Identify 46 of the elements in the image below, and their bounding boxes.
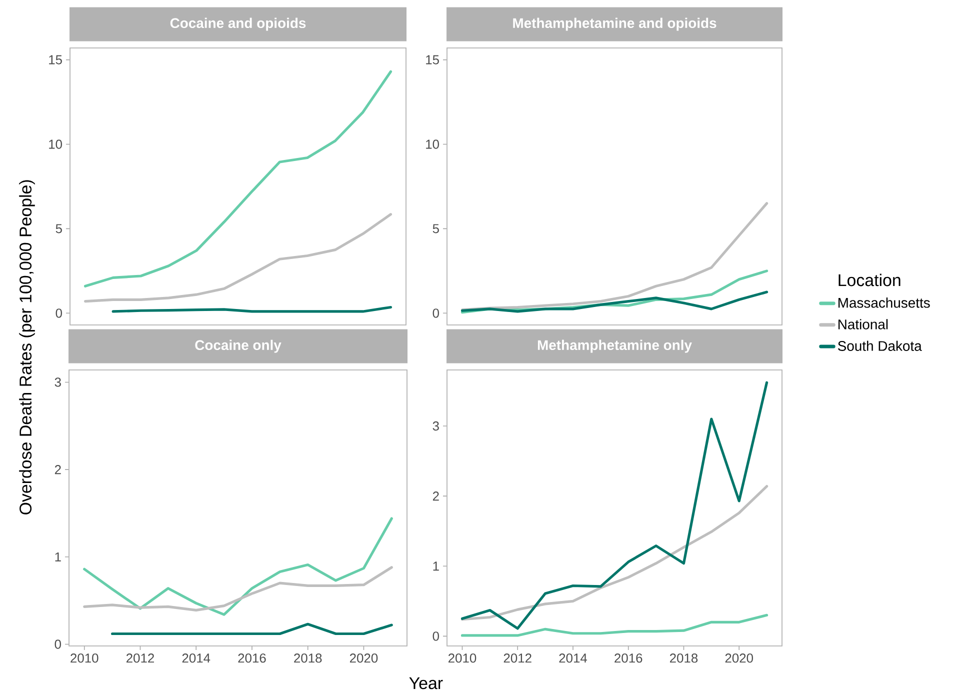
line-series xyxy=(83,517,393,616)
y-tick-label: 15 xyxy=(49,55,62,64)
chart-title: Cocaine only xyxy=(195,340,282,353)
line-series xyxy=(460,484,768,621)
y-tick-label: 15 xyxy=(426,55,439,64)
x-tick-label: 2014 xyxy=(559,654,588,663)
y-tick-label: 10 xyxy=(49,140,62,149)
y-tick-label: 5 xyxy=(56,224,62,234)
legend-label: South Dakota xyxy=(838,340,922,351)
x-tick-label: 2012 xyxy=(126,654,154,663)
y-tick-label: 2 xyxy=(54,465,61,474)
line-series xyxy=(460,381,768,630)
x-tick-label: 2018 xyxy=(294,654,322,663)
x-tick-label: 2016 xyxy=(614,654,642,663)
y-tick-label: 0 xyxy=(432,632,439,641)
x-tick-label: 2020 xyxy=(350,654,378,663)
y-tick-label: 1 xyxy=(433,562,439,571)
y-tick-label: 1 xyxy=(55,552,61,562)
line-series xyxy=(83,566,393,612)
x-tick-label: 2010 xyxy=(448,654,476,663)
line-series xyxy=(460,202,768,312)
legend-label: Massachusetts xyxy=(838,298,930,308)
line-series xyxy=(84,213,392,303)
y-tick-label: 2 xyxy=(432,492,439,501)
y-tick-label: 0 xyxy=(432,308,439,318)
x-tick-label: 2010 xyxy=(70,654,98,663)
y-tick-label: 0 xyxy=(54,640,61,649)
chart-title: Methamphetamine and opioids xyxy=(513,18,716,31)
x-tick-label: 2012 xyxy=(504,654,532,663)
y-tick-label: 5 xyxy=(432,224,439,234)
x-tick-label: 2018 xyxy=(670,654,698,663)
line-series xyxy=(460,290,768,313)
legend-label: National xyxy=(838,319,888,330)
x-tick-label: 2014 xyxy=(182,654,210,663)
y-tick-label: 10 xyxy=(426,140,439,149)
line-series xyxy=(84,70,392,288)
y-tick-label: 0 xyxy=(56,308,62,318)
legend-title: Location xyxy=(838,274,900,286)
chart-title: Cocaine and opioids xyxy=(170,18,306,31)
chart-title: Methamphetamine only xyxy=(538,340,692,353)
x-axis-title: Year xyxy=(409,677,443,690)
y-tick-label: 3 xyxy=(432,421,439,431)
y-tick-label: 3 xyxy=(54,378,61,387)
x-tick-label: 2016 xyxy=(238,654,266,663)
x-tick-label: 2020 xyxy=(725,654,753,663)
y-axis-title: Overdose Death Rates (per 100,000 People) xyxy=(19,180,35,514)
